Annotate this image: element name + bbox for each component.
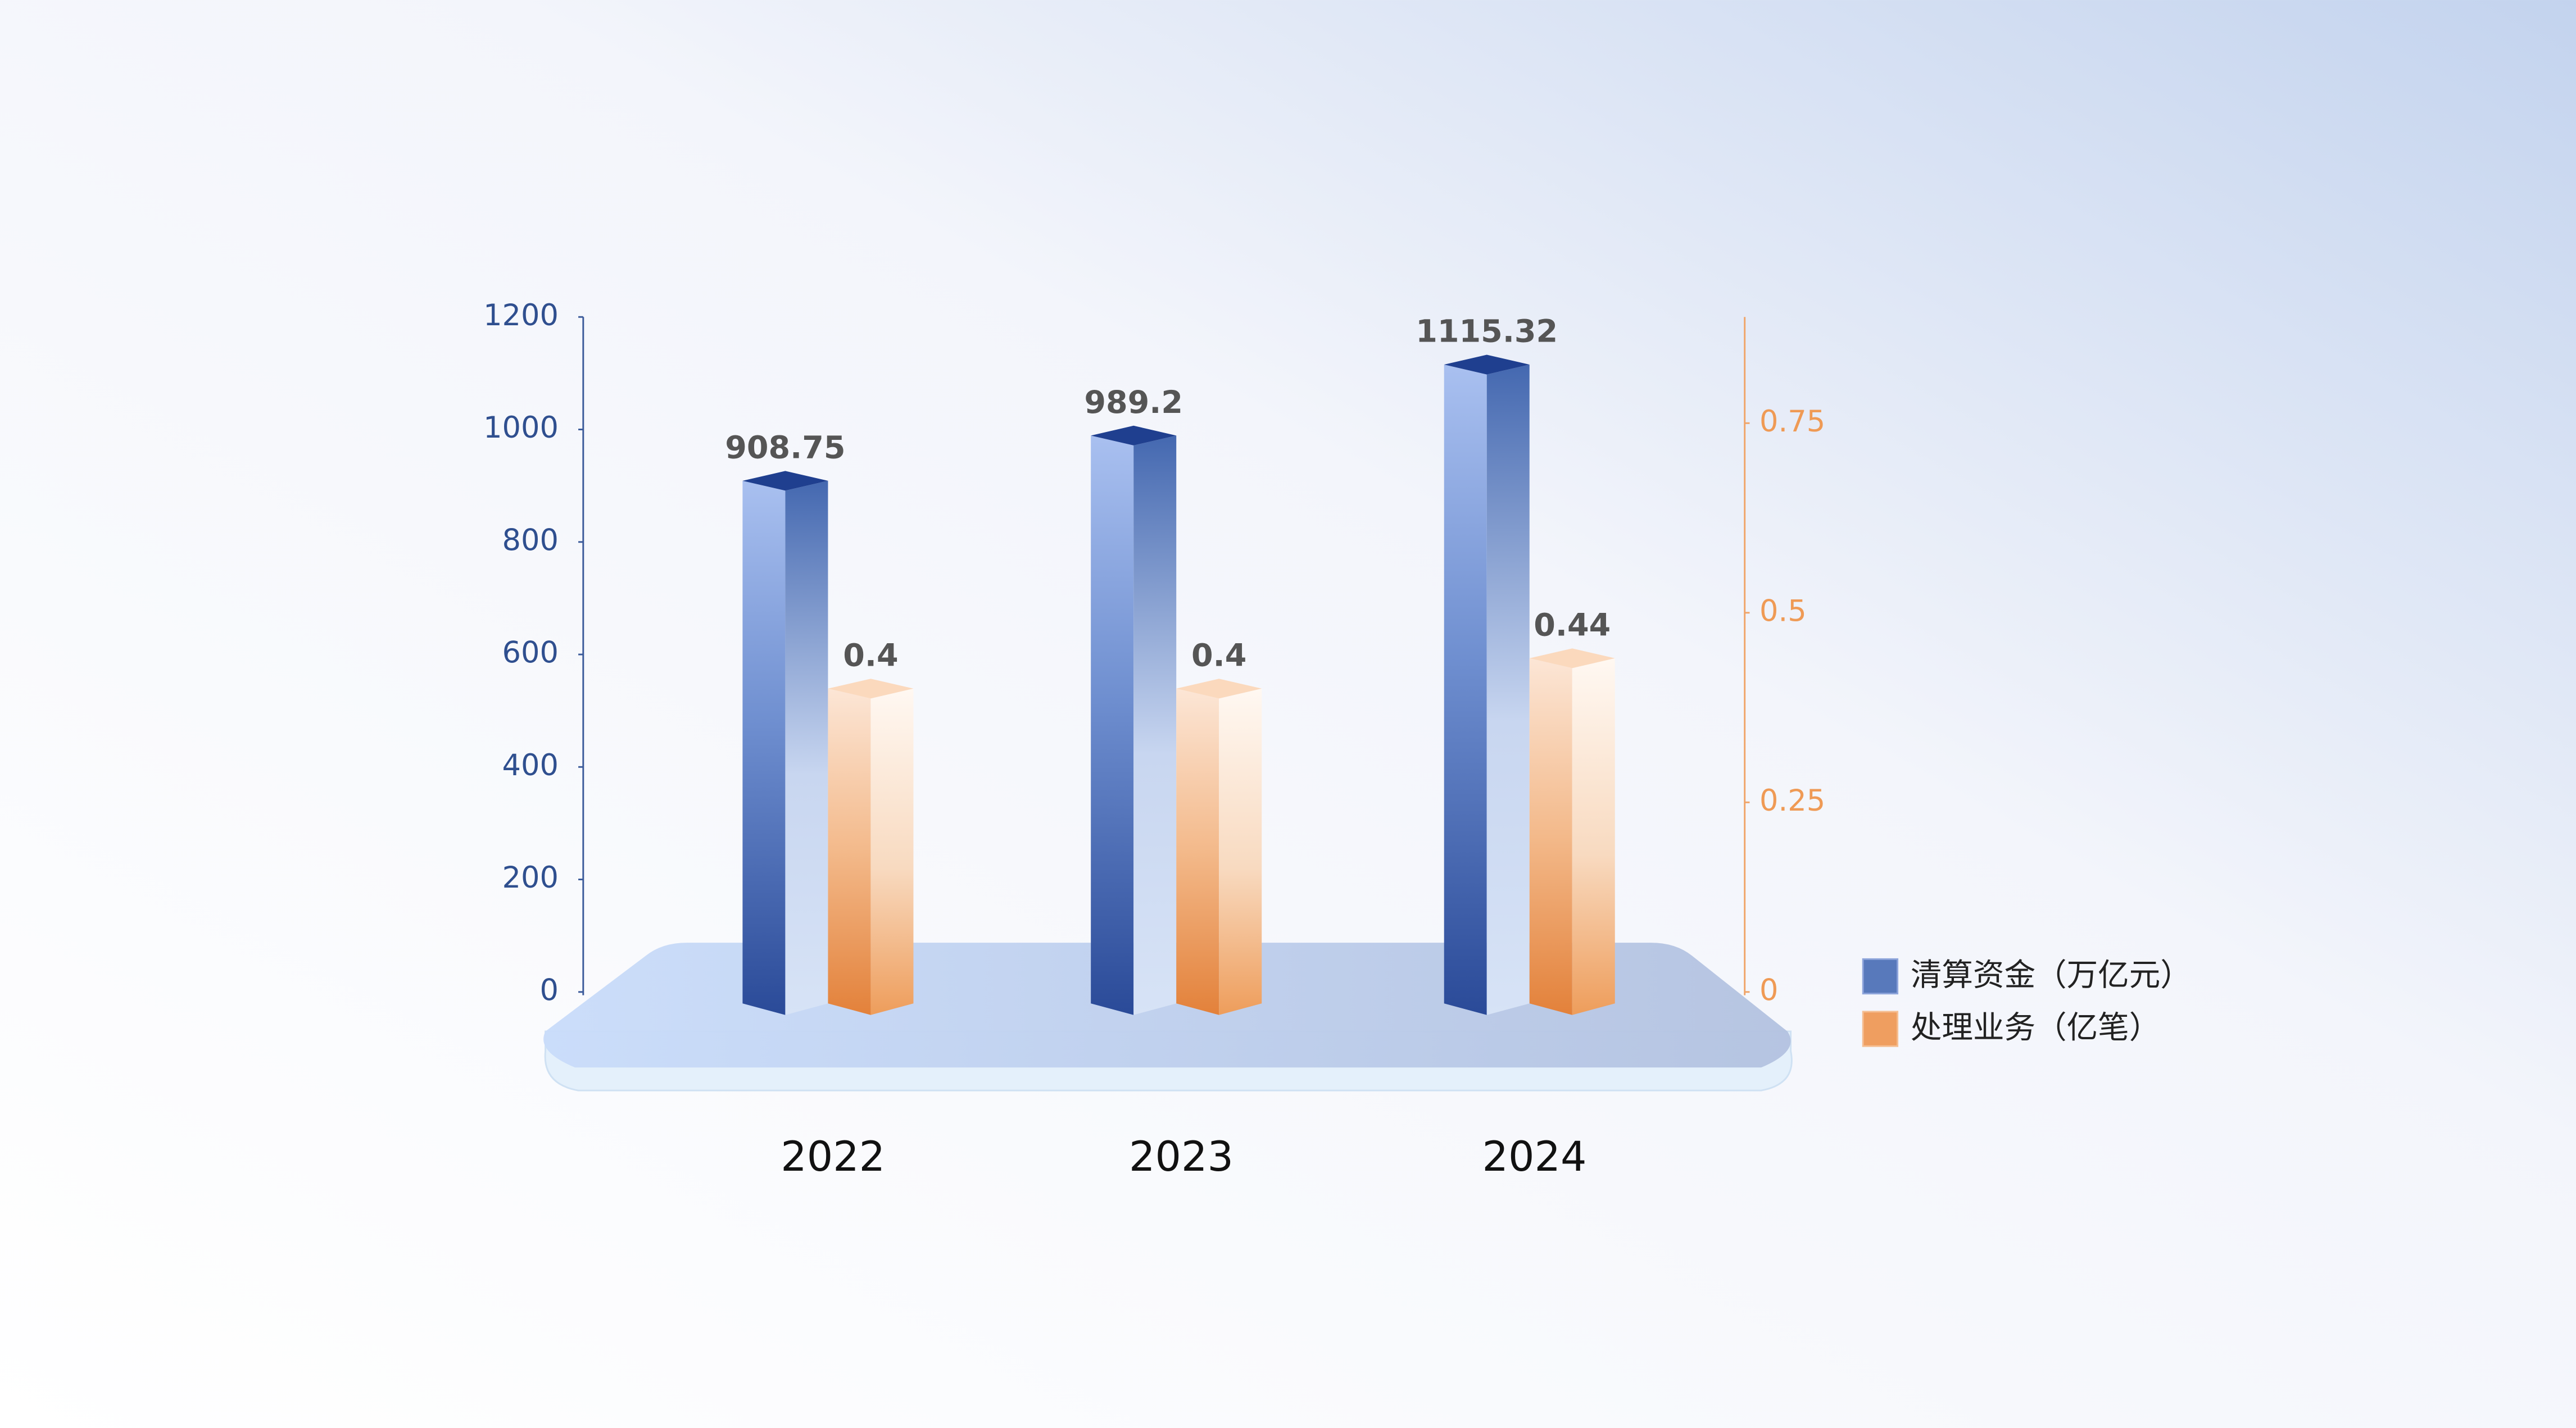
legend-swatch: [1862, 1011, 1899, 1047]
value-label: 0.4: [843, 637, 898, 674]
y2-tick-label: 0.5: [1759, 594, 1807, 628]
bar: [742, 480, 786, 1015]
bar: [1444, 354, 1530, 1015]
bar: [1529, 648, 1615, 1015]
bar-side: [785, 480, 828, 1015]
bar: [1091, 435, 1134, 1015]
bar: [1176, 688, 1219, 1015]
bar-side: [870, 688, 914, 1015]
bar-top: [1091, 425, 1177, 445]
y2-tick-label: 0: [1759, 973, 1778, 1007]
y-tick-label: 1200: [483, 298, 559, 333]
bar-top: [1444, 354, 1530, 375]
bar: [1091, 425, 1177, 1015]
value-label: 989.2: [1084, 384, 1183, 421]
bar-side: [1572, 658, 1615, 1015]
y-tick-label: 400: [502, 748, 559, 783]
y2-tick-label: 0.75: [1759, 404, 1825, 439]
bar: [1444, 365, 1487, 1015]
x-tick-label: 2023: [1129, 1133, 1233, 1181]
bar-side: [1133, 435, 1177, 1015]
legend-label: 处理业务（亿笔）: [1911, 1009, 2160, 1046]
x-tick-label: 2024: [1482, 1133, 1587, 1181]
y-tick-label: 0: [539, 973, 558, 1007]
y-tick-label: 200: [502, 861, 559, 895]
value-label: 908.75: [725, 429, 845, 466]
y-tick-label: 600: [502, 636, 559, 670]
bar: [1176, 679, 1262, 1015]
x-tick-label: 2022: [781, 1133, 885, 1181]
y-tick-label: 800: [502, 523, 559, 557]
bar-side: [1486, 365, 1530, 1015]
bar: [742, 471, 828, 1015]
y-tick-label: 1000: [483, 411, 559, 445]
y2-tick-label: 0.25: [1759, 784, 1825, 818]
bar: [828, 679, 914, 1015]
value-label: 0.44: [1534, 607, 1611, 643]
value-label: 1115.32: [1416, 313, 1558, 350]
legend-swatch: [1862, 958, 1899, 995]
bar-top: [828, 679, 914, 699]
bar: [1529, 658, 1572, 1015]
value-label: 0.4: [1191, 637, 1246, 674]
bar-side: [1219, 688, 1262, 1015]
bar-top: [1176, 679, 1262, 699]
legend-label: 清算资金（万亿元）: [1911, 957, 2192, 994]
bar: [828, 688, 871, 1015]
bar-top: [742, 471, 828, 491]
